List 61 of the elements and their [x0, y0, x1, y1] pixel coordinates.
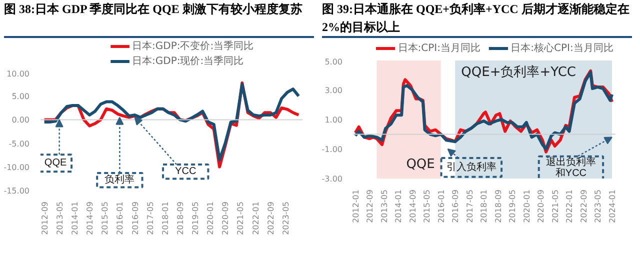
chart-title: 图 38:日本 GDP 季度同比在 QQE 刺激下有较小程度复苏	[4, 1, 302, 18]
x-tick-label: 2019-05	[190, 201, 200, 235]
x-tick-label: 2014-09	[408, 189, 418, 223]
x-tick-label: 2015-05	[100, 201, 110, 235]
legend-label: 日本:CPI:当月同比	[398, 42, 480, 54]
x-tick-label: 2014-01	[394, 189, 404, 223]
x-tick-label: 2021-05	[236, 201, 246, 235]
y-tick-label: -15.00	[4, 186, 30, 196]
x-tick-label: 2013-05	[380, 189, 389, 223]
x-tick-label: 2022-01	[565, 189, 574, 223]
x-tick-label: 2024-01	[608, 189, 617, 223]
x-tick-label: 2019-05	[508, 189, 518, 223]
x-tick-label: 2014-01	[70, 201, 80, 235]
x-tick-label: 2017-05	[465, 189, 474, 223]
y-tick-label: 5.00	[12, 92, 30, 102]
x-tick-label: 2022-09	[579, 189, 588, 223]
x-tick-label: 2020-01	[522, 189, 532, 223]
annotation: 和YCC	[555, 166, 587, 179]
x-tick-label: 2018-01	[480, 189, 489, 223]
x-tick-label: 2014-09	[86, 201, 95, 235]
x-tick-label: 2022-09	[266, 201, 276, 235]
x-tick-label: 2016-09	[130, 201, 140, 235]
annotation: QQE	[44, 158, 67, 169]
x-tick-label: 2017-05	[146, 201, 155, 235]
x-tick-label: 2015-05	[422, 189, 432, 223]
y-tick-label: 0.00	[12, 116, 30, 125]
legend-label: 日本:GDP:不变价:当季同比	[132, 40, 254, 52]
x-tick-label: 2020-09	[221, 201, 230, 235]
x-tick-label: 2018-09	[176, 201, 185, 235]
y-tick-label: 10.00	[6, 70, 30, 78]
legend-label: 日本:GDP:现价:当季同比	[132, 55, 244, 67]
y-tick-label: 1.00	[324, 116, 342, 124]
x-tick-label: 2021-05	[550, 189, 560, 223]
x-tick-label: 2013-05	[55, 201, 64, 235]
x-tick-label: 2012-01	[351, 189, 360, 223]
x-tick-label: 2018-01	[160, 201, 170, 235]
x-tick-label: 2016-09	[451, 189, 460, 223]
annotation: 退出负利率	[546, 156, 596, 168]
x-tick-label: 2016-01	[116, 201, 125, 235]
y-tick-label: 3.00	[324, 86, 342, 95]
x-tick-label: 2020-09	[536, 189, 546, 223]
x-tick-label: 2016-01	[436, 189, 446, 223]
y-tick-label: -3.00	[322, 174, 343, 184]
chart-title: 图 39:日本通胀在 QQE+负利率+YCC 后期才逐渐能稳定在2%的目标以上	[322, 0, 632, 36]
annotation: YCC	[175, 166, 196, 178]
x-tick-label: 2022-01	[251, 201, 260, 235]
band-label: QQE+负利率+YCC	[461, 64, 576, 80]
y-tick-label: 5.00	[324, 58, 342, 66]
x-tick-label: 2012-09	[40, 201, 50, 235]
x-tick-label: 2023-05	[281, 201, 290, 235]
y-tick-label: -10.00	[4, 162, 30, 172]
annotation: 负利率	[104, 174, 135, 186]
x-tick-label: 2023-05	[594, 189, 603, 223]
annotation: 引入负利率	[446, 160, 496, 173]
legend-label: 日本:核心CPI:当月同比	[510, 42, 614, 54]
band-label: QQE	[406, 156, 435, 172]
x-tick-label: 2012-09	[366, 189, 375, 223]
y-tick-label: -1.00	[322, 145, 343, 154]
x-tick-label: 2020-01	[206, 201, 216, 235]
x-tick-label: 2018-09	[494, 189, 503, 223]
y-tick-label: -5.00	[8, 139, 30, 148]
